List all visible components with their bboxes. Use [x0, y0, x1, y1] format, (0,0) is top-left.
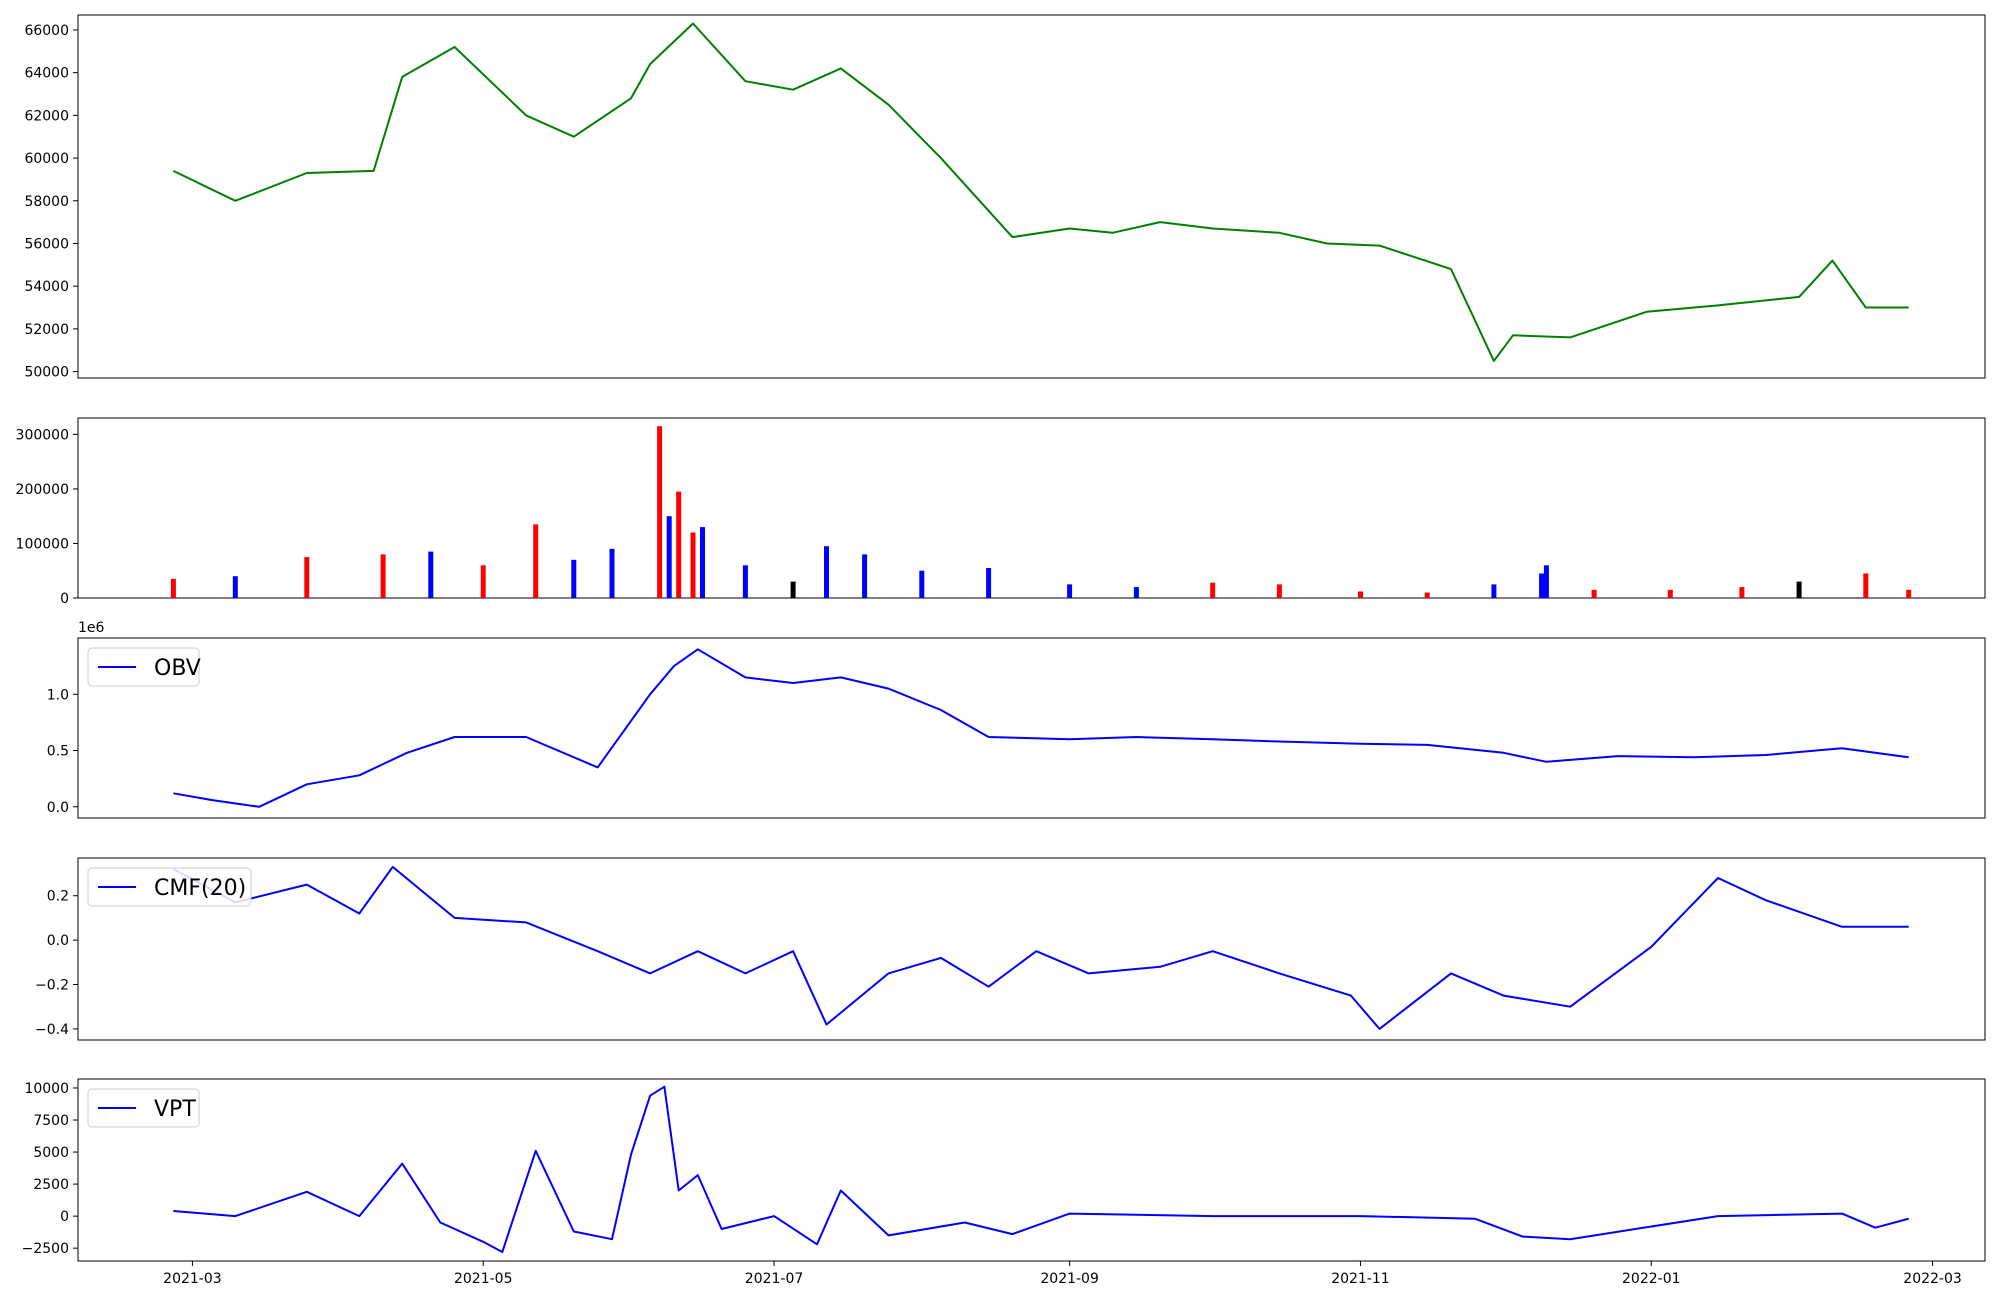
price-panel: 50000 52000 54000 56000 58000 60000 62000 64000…: [24, 14, 1986, 381]
x-tick-label: 2022-01: [1622, 1271, 1681, 1287]
price-ytick-label: 66000: [24, 23, 69, 39]
volume-bar: [571, 559, 577, 598]
obv-ytick-label: 0.5: [47, 744, 69, 760]
x-axis: 2021-03 2021-05 2021-07 2021-09 2021-11 2022-…: [163, 1261, 1962, 1287]
vpt-ytick-label: 0: [60, 1209, 69, 1225]
volume-bar: [919, 570, 925, 598]
price-ytick-label: 60000: [24, 151, 69, 167]
vpt-ytick-label: 7500: [33, 1113, 69, 1129]
x-tick-label: 2021-11: [1331, 1271, 1390, 1287]
volume-bar: [1424, 592, 1430, 598]
volume-bar: [1591, 589, 1597, 598]
vpt-ytick-label: −2500: [22, 1241, 69, 1257]
volume-bar: [1667, 589, 1673, 598]
cmf-ytick-label: 0.0: [47, 933, 69, 949]
price-ytick-label: 64000: [24, 66, 69, 82]
price-ytick-label: 58000: [24, 194, 69, 210]
cmf-axes-frame: [77, 857, 1986, 1041]
volume-bar: [742, 565, 748, 598]
volume-bar: [1491, 584, 1497, 598]
volume-bar: [986, 568, 992, 598]
volume-bar: [1863, 573, 1869, 598]
x-tick-label: 2022-03: [1903, 1271, 1962, 1287]
obv-ytick-label: 0.0: [47, 800, 69, 816]
obv-series-line: [173, 648, 1909, 808]
volume-bar: [1906, 589, 1912, 598]
cmf-ytick-label: −0.2: [35, 978, 69, 994]
volume-bar: [304, 557, 310, 598]
vpt-axes-frame: [77, 1078, 1986, 1262]
volume-bar: [676, 491, 682, 598]
volume-bar: [1276, 584, 1282, 598]
price-axes-frame: [77, 14, 1986, 379]
volume-bar: [1543, 565, 1549, 598]
price-ytick-label: 52000: [24, 322, 69, 338]
volume-bar: [1358, 591, 1363, 598]
volume-bar: [609, 548, 615, 598]
x-tick-label: 2021-09: [1040, 1271, 1099, 1287]
cmf-legend-box: [87, 867, 252, 907]
vpt-panel: −2500 0 2500 5000 7500 10000 VPT: [22, 1078, 1986, 1262]
volume-bar: [657, 426, 663, 598]
volume-bar: [1539, 573, 1545, 598]
volume-ytick-label: 100000: [16, 536, 69, 552]
volume-bar: [1210, 582, 1216, 598]
price-ytick-label: 62000: [24, 108, 69, 124]
volume-bar: [232, 576, 238, 598]
volume-bar: [428, 551, 434, 598]
obv-legend-label: OBV: [154, 656, 201, 681]
volume-bar: [862, 554, 868, 598]
vpt-ytick-label: 5000: [33, 1145, 69, 1161]
volume-bar: [1796, 581, 1802, 598]
obv-legend: OBV: [87, 647, 201, 687]
vpt-legend-box: [87, 1088, 200, 1128]
volume-bar: [824, 546, 829, 598]
vpt-legend: VPT: [87, 1088, 200, 1128]
obv-offset-label: 1e6: [78, 620, 105, 636]
price-ytick-label: 56000: [24, 236, 69, 252]
obv-panel: 0.0 0.5 1.0 1e6 OBV: [47, 620, 1986, 819]
obv-ytick-label: 1.0: [47, 687, 69, 703]
price-ytick-label: 54000: [24, 279, 69, 295]
obv-axes-frame: [77, 637, 1986, 819]
x-tick-label: 2021-07: [745, 1271, 804, 1287]
price-ytick-label: 50000: [24, 365, 69, 381]
volume-bar: [690, 532, 696, 598]
volume-bar: [170, 578, 176, 598]
cmf-series-line: [172, 865, 1909, 1030]
vpt-legend-label: VPT: [154, 1097, 196, 1122]
price-series-line: [172, 22, 1909, 362]
volume-bar: [790, 581, 796, 598]
volume-panel: 0 100000 200000 300000: [16, 417, 1986, 607]
cmf-legend: CMF(20): [87, 867, 252, 907]
cmf-ytick-label: −0.4: [35, 1022, 69, 1038]
obv-legend-box: [87, 647, 200, 687]
volume-axes-frame: [77, 417, 1986, 599]
volume-bar: [700, 527, 705, 598]
cmf-legend-label: CMF(20): [154, 876, 246, 901]
volume-bar: [480, 565, 486, 598]
volume-bar: [1133, 587, 1139, 598]
volume-bar: [533, 524, 539, 598]
volume-bar: [666, 516, 672, 598]
vpt-series-line: [173, 1085, 1909, 1253]
volume-ytick-label: 200000: [16, 482, 69, 498]
volume-ytick-label: 300000: [16, 427, 69, 443]
cmf-panel: −0.4 −0.2 0.0 0.2 CMF(20): [35, 857, 1986, 1041]
cmf-ytick-label: 0.2: [47, 889, 69, 905]
volume-bar: [1739, 587, 1745, 598]
volume-bar: [380, 554, 386, 598]
vpt-ytick-label: 2500: [33, 1177, 69, 1193]
volume-ytick-label: 0: [60, 591, 69, 607]
vpt-ytick-label: 10000: [24, 1081, 69, 1097]
x-tick-label: 2021-05: [454, 1271, 513, 1287]
volume-bar: [1067, 584, 1073, 598]
x-tick-label: 2021-03: [163, 1271, 222, 1287]
